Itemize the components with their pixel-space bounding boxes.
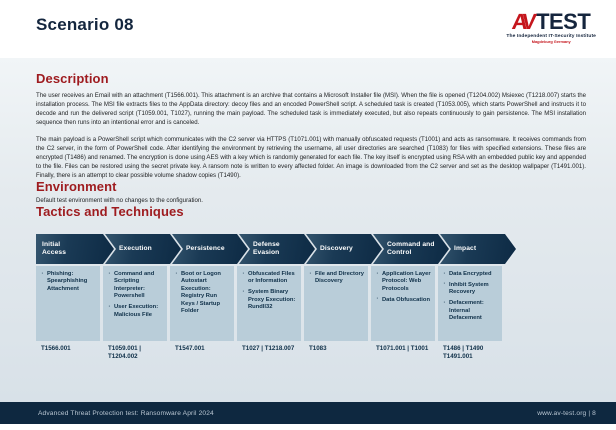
avtest-logo: AV TEST The Independent IT-Security Insti… xyxy=(506,9,596,45)
technique-box: Application Layer Protocol: Web Protocol… xyxy=(371,266,435,341)
environment-heading: Environment xyxy=(36,179,117,194)
technique-ids: T1566.001 T1059.001 | T1204.002 T1547.001 T… xyxy=(36,345,586,362)
footer-page-url: www.av-test.org | 8 xyxy=(537,409,596,417)
tactic-label: Execution xyxy=(119,245,152,253)
technique-id: T1566.001 xyxy=(41,345,71,352)
technique-item: Data Encrypted xyxy=(443,270,499,278)
technique-item: User Execution: Malicious File xyxy=(108,304,164,319)
tactic-chevron: Discovery xyxy=(304,234,382,264)
logo-tagline: The Independent IT-Security Institute xyxy=(506,33,596,39)
technique-box: Obfuscated Files or Information System Bi… xyxy=(237,266,301,341)
tactic-label: Persistence xyxy=(186,245,225,253)
tactic-chevron: Persistence xyxy=(170,234,248,264)
tactics-heading: Tactics and Techniques xyxy=(36,204,184,219)
technique-id: T1059.001 | T1204.002 xyxy=(108,345,142,361)
technique-item: Obfuscated Files or Information xyxy=(242,271,298,286)
technique-id: T1486 | T1490 T1491.001 xyxy=(443,345,484,361)
tactic-label: Command and Control xyxy=(387,241,435,256)
description-heading: Description xyxy=(36,71,109,86)
technique-id: T1547.001 xyxy=(175,345,205,352)
technique-item: System Binary Proxy Execution: Rundll32 xyxy=(242,289,298,311)
tactic-chevron: Impact xyxy=(438,234,516,264)
tactic-chevron: Execution xyxy=(103,234,181,264)
technique-box: Phishing: Spearphishing Attachment xyxy=(36,266,100,341)
technique-item: Phishing: Spearphishing Attachment xyxy=(41,270,97,293)
technique-item: Application Layer Protocol: Web Protocol… xyxy=(376,270,432,293)
technique-item: Command and Scripting Interpreter: Power… xyxy=(108,271,164,301)
tactic-chevron: Defense Evasion xyxy=(237,234,315,264)
tactic-chevron: Command and Control xyxy=(371,234,449,264)
page-title: Scenario 08 xyxy=(36,15,134,34)
technique-item: File and Directory Discovery xyxy=(309,271,365,286)
footer-report-title: Advanced Threat Protection test: Ransomw… xyxy=(38,409,214,417)
technique-id: T1071.001 | T1001 xyxy=(376,345,429,352)
environment-text: Default test environment with no changes… xyxy=(36,197,204,204)
top-bar: Scenario 08 AV TEST The Independent IT-Se… xyxy=(0,0,616,58)
technique-box: Boot or Logon Autostart Execution: Regis… xyxy=(170,266,234,341)
technique-id: T1027 | T1218.007 xyxy=(242,345,295,352)
technique-item: Boot or Logon Autostart Execution: Regis… xyxy=(175,270,231,315)
tactic-label: Initial Access xyxy=(42,241,67,256)
technique-id: T1083 xyxy=(309,345,327,352)
tactic-band: Initial Access Execution Persistence Defens… xyxy=(36,234,556,264)
technique-box: Data Encrypted Inhibit System Recovery Def… xyxy=(438,266,502,341)
logo-location: Magdeburg Germany xyxy=(531,39,571,45)
technique-item: Data Obfuscation xyxy=(376,296,432,304)
technique-item: Inhibit System Recovery xyxy=(443,281,499,297)
content-area: Description The user receives an Email w… xyxy=(0,58,616,402)
technique-boxes: Phishing: Spearphishing Attachment Comman… xyxy=(36,266,586,341)
tactic-label: Discovery xyxy=(320,245,353,253)
technique-item: Defacement: Internal Defacement xyxy=(443,300,499,322)
description-paragraph-1: The user receives an Email with an attac… xyxy=(36,92,586,126)
tactic-label: Defense Evasion xyxy=(253,241,280,256)
logo-av-mark: AV xyxy=(510,9,534,34)
description-paragraph-2: The main payload is a PowerShell script … xyxy=(36,136,586,179)
technique-box: Command and Scripting Interpreter: Power… xyxy=(103,266,167,341)
logo-test-mark: TEST xyxy=(536,9,591,34)
tactic-label: Impact xyxy=(454,245,477,253)
tactic-chevron: Initial Access xyxy=(36,234,114,264)
technique-box: File and Directory Discovery xyxy=(304,266,368,341)
footer-bar: Advanced Threat Protection test: Ransomw… xyxy=(0,402,616,424)
avtest-logo-wordmark: AV TEST xyxy=(506,9,596,34)
